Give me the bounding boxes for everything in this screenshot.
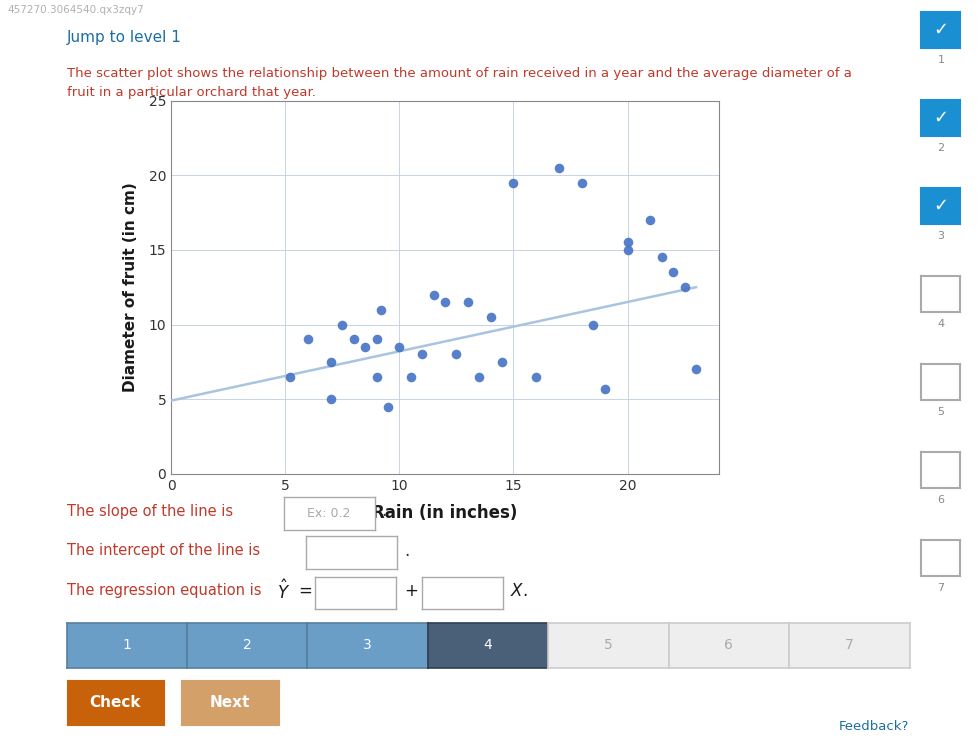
Text: $\hat{Y}$: $\hat{Y}$ [276, 579, 290, 603]
Point [459, 296, 475, 308]
Point [483, 311, 498, 323]
Text: fruit in a particular orchard that year.: fruit in a particular orchard that year. [66, 86, 315, 98]
Text: 6: 6 [936, 495, 944, 505]
Text: .: . [404, 542, 408, 560]
Text: Feedback?: Feedback? [838, 720, 909, 733]
Point [414, 348, 430, 360]
Point [281, 371, 297, 383]
Point [654, 251, 669, 263]
Text: 3: 3 [362, 639, 371, 652]
Text: Check: Check [90, 695, 141, 710]
Point [368, 371, 384, 383]
Text: 2: 2 [936, 143, 944, 153]
Text: 1: 1 [122, 639, 131, 652]
Text: 6: 6 [724, 639, 733, 652]
X-axis label: Rain (in inches): Rain (in inches) [372, 504, 517, 521]
Text: The regression equation is: The regression equation is [66, 583, 261, 598]
Y-axis label: Diameter of fruit (in cm): Diameter of fruit (in cm) [122, 182, 138, 392]
Text: ✓: ✓ [932, 109, 948, 127]
Point [505, 177, 521, 189]
Text: The intercept of the line is: The intercept of the line is [66, 543, 259, 558]
Text: +: + [404, 582, 417, 600]
Point [346, 333, 361, 345]
Point [425, 289, 441, 301]
Text: 7: 7 [936, 583, 944, 593]
Text: Jump to level 1: Jump to level 1 [66, 30, 181, 45]
Point [357, 341, 372, 353]
Text: 457270.3064540.qx3zqy7: 457270.3064540.qx3zqy7 [8, 5, 145, 15]
Text: $X.$: $X.$ [509, 582, 527, 600]
Text: The scatter plot shows the relationship between the amount of rain received in a: The scatter plot shows the relationship … [66, 67, 851, 80]
Text: 7: 7 [844, 639, 853, 652]
Text: The slope of the line is: The slope of the line is [66, 504, 233, 518]
Point [368, 333, 384, 345]
Point [676, 281, 692, 293]
Point [664, 266, 680, 278]
Point [688, 363, 703, 375]
Text: 5: 5 [604, 639, 613, 652]
Point [596, 383, 612, 395]
Point [322, 393, 338, 405]
Point [585, 319, 601, 330]
Point [448, 348, 464, 360]
Point [380, 401, 396, 413]
Point [373, 304, 389, 316]
Text: Ex: 0.2: Ex: 0.2 [307, 507, 351, 520]
Text: 2: 2 [242, 639, 251, 652]
Point [573, 177, 589, 189]
Text: ✓: ✓ [932, 197, 948, 215]
Point [437, 296, 452, 308]
Point [493, 356, 509, 368]
Text: 5: 5 [936, 407, 944, 417]
Text: .: . [381, 502, 386, 520]
Point [334, 319, 350, 330]
Point [528, 371, 543, 383]
Point [551, 162, 567, 174]
Point [322, 356, 338, 368]
Text: ✓: ✓ [932, 21, 948, 39]
Point [642, 214, 658, 226]
Text: 3: 3 [936, 231, 944, 241]
Text: 1: 1 [936, 55, 944, 65]
Point [403, 371, 418, 383]
Text: =: = [298, 582, 312, 600]
Text: 4: 4 [484, 639, 491, 652]
Point [300, 333, 316, 345]
Text: Next: Next [209, 695, 250, 710]
Point [391, 341, 406, 353]
Point [471, 371, 487, 383]
Point [619, 244, 635, 256]
Point [619, 236, 635, 248]
Text: 4: 4 [936, 319, 944, 329]
